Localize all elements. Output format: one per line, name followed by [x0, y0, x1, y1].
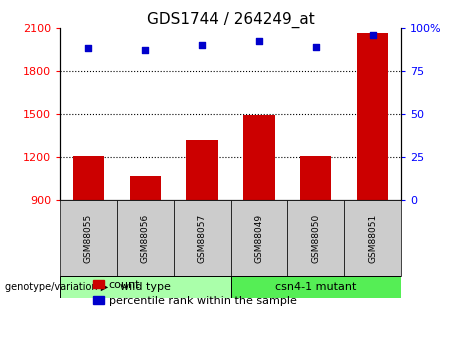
Text: genotype/variation ▶: genotype/variation ▶	[5, 282, 108, 292]
Bar	[60, 276, 230, 298]
Bar	[230, 200, 287, 276]
Bar	[287, 200, 344, 276]
Bar	[230, 276, 401, 298]
Text: GSM88049: GSM88049	[254, 214, 263, 263]
Bar	[357, 33, 388, 200]
Bar	[186, 140, 218, 200]
Text: GSM88056: GSM88056	[141, 214, 150, 263]
Text: GSM88055: GSM88055	[84, 214, 93, 263]
Text: GSM88057: GSM88057	[198, 214, 207, 263]
Point	[198, 42, 206, 48]
Point	[142, 47, 149, 53]
Text: GDS1744 / 264249_at: GDS1744 / 264249_at	[147, 12, 314, 28]
Text: wild type: wild type	[120, 282, 171, 292]
Bar	[174, 200, 230, 276]
Bar	[130, 176, 161, 200]
Text: csn4-1 mutant: csn4-1 mutant	[275, 282, 356, 292]
Bar	[60, 200, 117, 276]
Bar	[243, 115, 275, 200]
Legend: count, percentile rank within the sample: count, percentile rank within the sample	[89, 276, 301, 310]
Text: GSM88050: GSM88050	[311, 214, 320, 263]
Point	[369, 32, 376, 37]
Point	[312, 44, 319, 49]
Text: GSM88051: GSM88051	[368, 214, 377, 263]
Point	[85, 46, 92, 51]
Bar	[117, 200, 174, 276]
Bar	[300, 156, 331, 200]
Bar	[73, 156, 104, 200]
Bar	[344, 200, 401, 276]
Point	[255, 39, 263, 44]
